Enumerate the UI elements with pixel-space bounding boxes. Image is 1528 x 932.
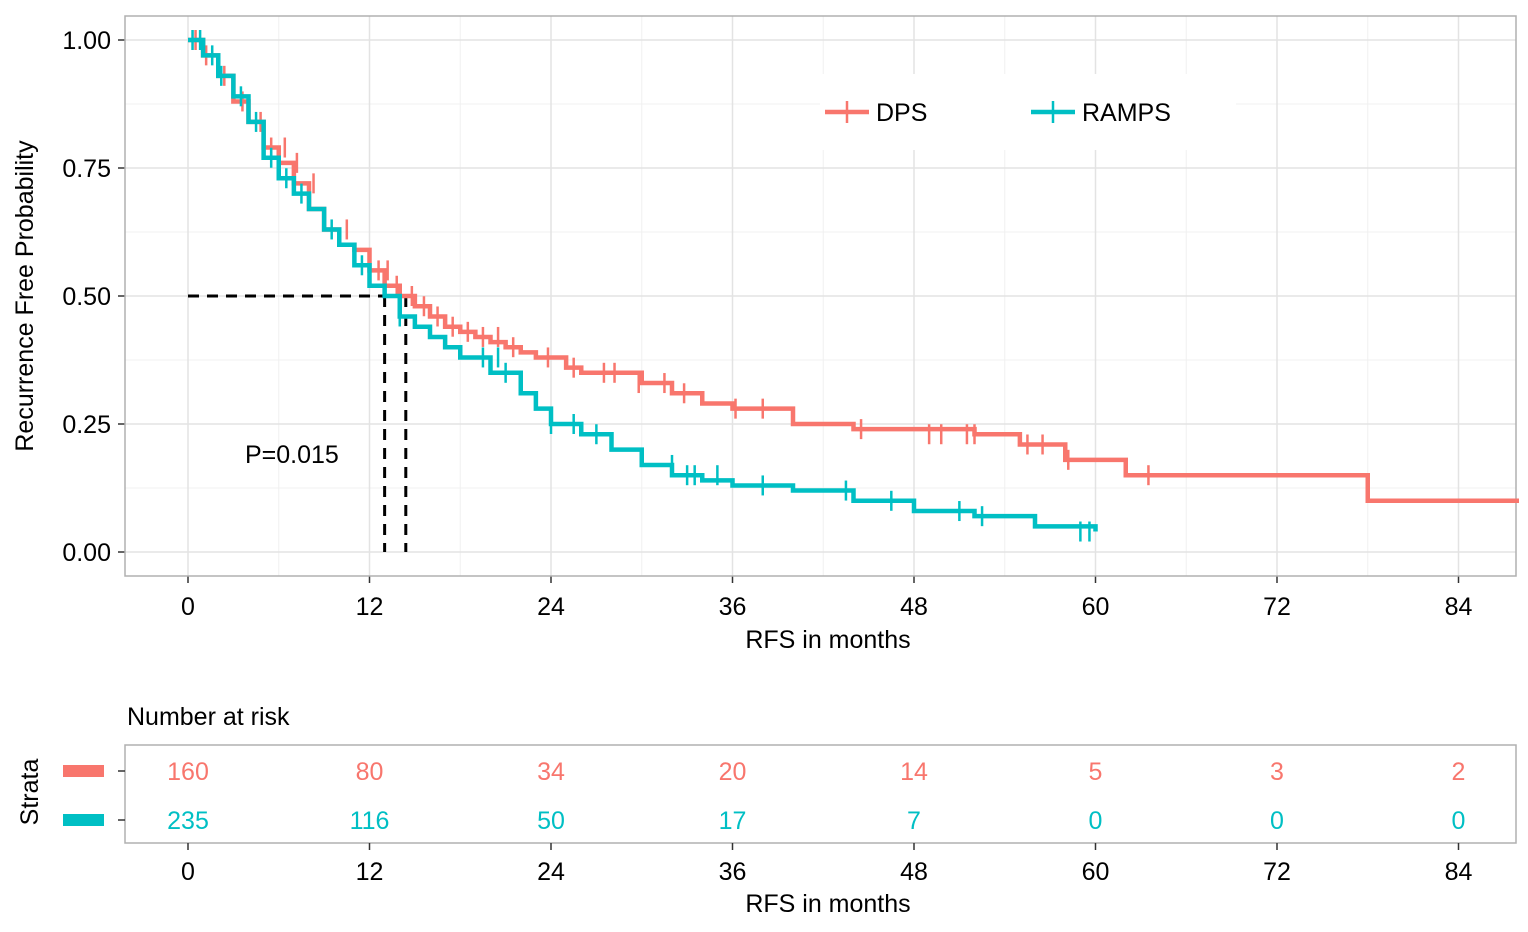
risk-table-x-axis-label: RFS in months [745, 890, 910, 918]
x-tick-label: 72 [1263, 593, 1291, 621]
risk-count: 50 [537, 807, 565, 835]
risk-x-tick-label: 84 [1445, 858, 1473, 886]
x-tick-label: 60 [1082, 593, 1110, 621]
curve-dps [188, 37, 1519, 504]
x-tick-label: 84 [1445, 593, 1473, 621]
curve-ramps [188, 37, 1098, 532]
risk-count: 0 [1452, 807, 1466, 835]
legend-label-ramps: RAMPS [1082, 99, 1171, 127]
risk-count: 0 [1089, 807, 1103, 835]
risk-table-title: Number at risk [127, 703, 290, 731]
risk-count: 7 [907, 807, 921, 835]
strata-key [63, 765, 104, 777]
median-lines [188, 294, 408, 552]
plot-border [124, 15, 1517, 577]
x-axis-label: RFS in months [745, 626, 910, 654]
y-tick-label: 0.50 [62, 283, 111, 311]
risk-x-tick-label: 12 [356, 858, 384, 886]
x-tick-label: 12 [356, 593, 384, 621]
risk-x-tick-label: 72 [1263, 858, 1291, 886]
y-axis-label: Recurrence Free Probability [11, 140, 39, 452]
x-tick-label: 24 [537, 593, 565, 621]
risk-count: 17 [719, 807, 747, 835]
legend-label-dps: DPS [876, 99, 927, 127]
risk-count: 160 [167, 758, 209, 786]
risk-table-strata-label: Strata [16, 759, 44, 826]
p-value-annotation: P=0.015 [245, 441, 339, 469]
risk-x-tick-label: 24 [537, 858, 565, 886]
y-tick-label: 1.00 [62, 27, 111, 55]
legend: DPS RAMPS [820, 74, 1236, 150]
risk-x-tick-label: 60 [1082, 858, 1110, 886]
risk-count: 34 [537, 758, 565, 786]
risk-x-tick-label: 0 [181, 858, 195, 886]
risk-count: 235 [167, 807, 209, 835]
risk-count: 116 [350, 807, 390, 835]
x-tick-label: 36 [719, 593, 747, 621]
risk-table-panel [124, 744, 1517, 844]
survival-curves [188, 30, 1519, 542]
x-tick-label: 0 [181, 593, 195, 621]
risk-count: 5 [1089, 758, 1103, 786]
risk-count: 20 [719, 758, 747, 786]
risk-x-tick-label: 36 [719, 858, 747, 886]
risk-count: 3 [1270, 758, 1284, 786]
risk-table: 160 80 34 20 14 5 3 2 235 116 50 17 7 0 0 0 0 12 24 36 48 60 7… [63, 744, 1517, 886]
risk-count: 14 [900, 758, 928, 786]
strata-key [63, 814, 104, 826]
legend-box [820, 74, 1236, 150]
y-tick-label: 0.00 [62, 539, 111, 567]
risk-count: 2 [1452, 758, 1466, 786]
y-tick-label: 0.75 [62, 155, 111, 183]
main-plot-axes: 0 12 24 36 48 60 72 84 0.00 0.25 0.50 0.75 1.00 [62, 15, 1517, 621]
y-tick-label: 0.25 [62, 411, 111, 439]
x-tick-label: 48 [900, 593, 928, 621]
risk-count: 80 [356, 758, 384, 786]
risk-x-tick-label: 48 [900, 858, 928, 886]
risk-count: 0 [1270, 807, 1284, 835]
